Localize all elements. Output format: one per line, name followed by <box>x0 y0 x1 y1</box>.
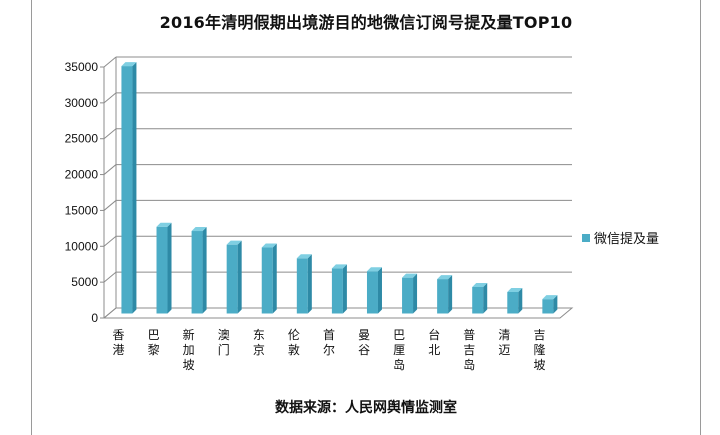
bar <box>156 226 168 314</box>
gridline-depth <box>103 164 117 175</box>
frame-right-border <box>700 0 701 435</box>
bar-side <box>202 227 207 314</box>
bar <box>331 268 343 314</box>
y-tick-label: 30000 <box>65 96 99 110</box>
gridline-depth <box>103 271 117 283</box>
bar-top <box>472 282 488 287</box>
bar <box>261 247 273 314</box>
bar-side <box>272 243 277 314</box>
x-category-label: 东京 <box>253 328 265 357</box>
bar <box>402 277 414 314</box>
bar-top <box>191 227 207 232</box>
bar-side <box>237 240 242 314</box>
bar <box>472 286 484 314</box>
bar <box>121 66 133 314</box>
y-tick-label: 25000 <box>65 132 99 146</box>
y-tick-label: 35000 <box>65 60 99 74</box>
y-tick-label: 15000 <box>65 203 99 217</box>
x-category-label: 香港 <box>113 328 125 357</box>
bar <box>296 258 308 314</box>
bar-side <box>307 254 312 314</box>
bar-top <box>331 264 347 269</box>
bar-top <box>507 287 523 292</box>
legend-swatch <box>582 234 590 242</box>
y-tick-label: 20000 <box>65 168 99 182</box>
bar-top <box>402 273 418 278</box>
bar-side <box>553 295 558 314</box>
gridline-depth <box>103 235 117 247</box>
x-category-label: 普吉岛 <box>463 328 475 372</box>
gridline-depth <box>103 92 117 104</box>
frame-left-border <box>31 0 32 435</box>
x-category-label: 澳门 <box>218 328 230 357</box>
chart-floor <box>102 307 574 319</box>
bar-top <box>542 295 558 300</box>
bar <box>507 291 519 314</box>
bar-side <box>448 275 453 314</box>
x-category-label: 伦敦 <box>288 327 300 357</box>
bar <box>226 244 238 314</box>
legend-label: 微信提及量 <box>594 231 659 247</box>
bar-side <box>167 222 172 314</box>
x-category-label: 吉隆坡 <box>533 328 545 372</box>
gridline-depth <box>103 128 117 140</box>
bar-top <box>366 267 382 272</box>
x-category-label: 巴黎 <box>148 328 160 357</box>
bar <box>366 271 378 314</box>
bar-side <box>377 267 382 314</box>
bar-top <box>296 254 312 259</box>
bar-top <box>156 222 172 227</box>
x-category-label: 清迈 <box>498 328 510 357</box>
y-tick-label: 5000 <box>71 275 98 289</box>
x-category-label: 台北 <box>428 327 440 357</box>
chart-title: 2016年清明假期出境游目的地微信订阅号提及量TOP10 <box>159 13 573 32</box>
bar <box>191 231 203 314</box>
bar <box>542 299 554 314</box>
x-category-label: 巴厘岛 <box>393 328 405 372</box>
gridline-depth <box>103 56 117 68</box>
bar-side <box>518 287 523 314</box>
bar-top <box>226 240 242 245</box>
gridline-depth <box>103 200 117 211</box>
bar-top <box>437 275 453 280</box>
bar-side <box>483 282 488 314</box>
y-tick-label: 10000 <box>65 239 99 253</box>
bar-side <box>342 264 347 314</box>
bar-top <box>261 243 277 248</box>
x-category-label: 曼谷 <box>358 328 370 357</box>
y-tick-label: 0 <box>91 311 98 325</box>
x-category-label: 首尔 <box>323 328 335 357</box>
bar-top <box>121 62 137 67</box>
chart-source-note: 数据来源：人民网舆情监测室 <box>275 400 457 416</box>
bar-side <box>413 273 418 314</box>
bar-side <box>132 62 137 314</box>
bar <box>437 279 449 314</box>
x-category-label: 新加坡 <box>183 327 195 372</box>
